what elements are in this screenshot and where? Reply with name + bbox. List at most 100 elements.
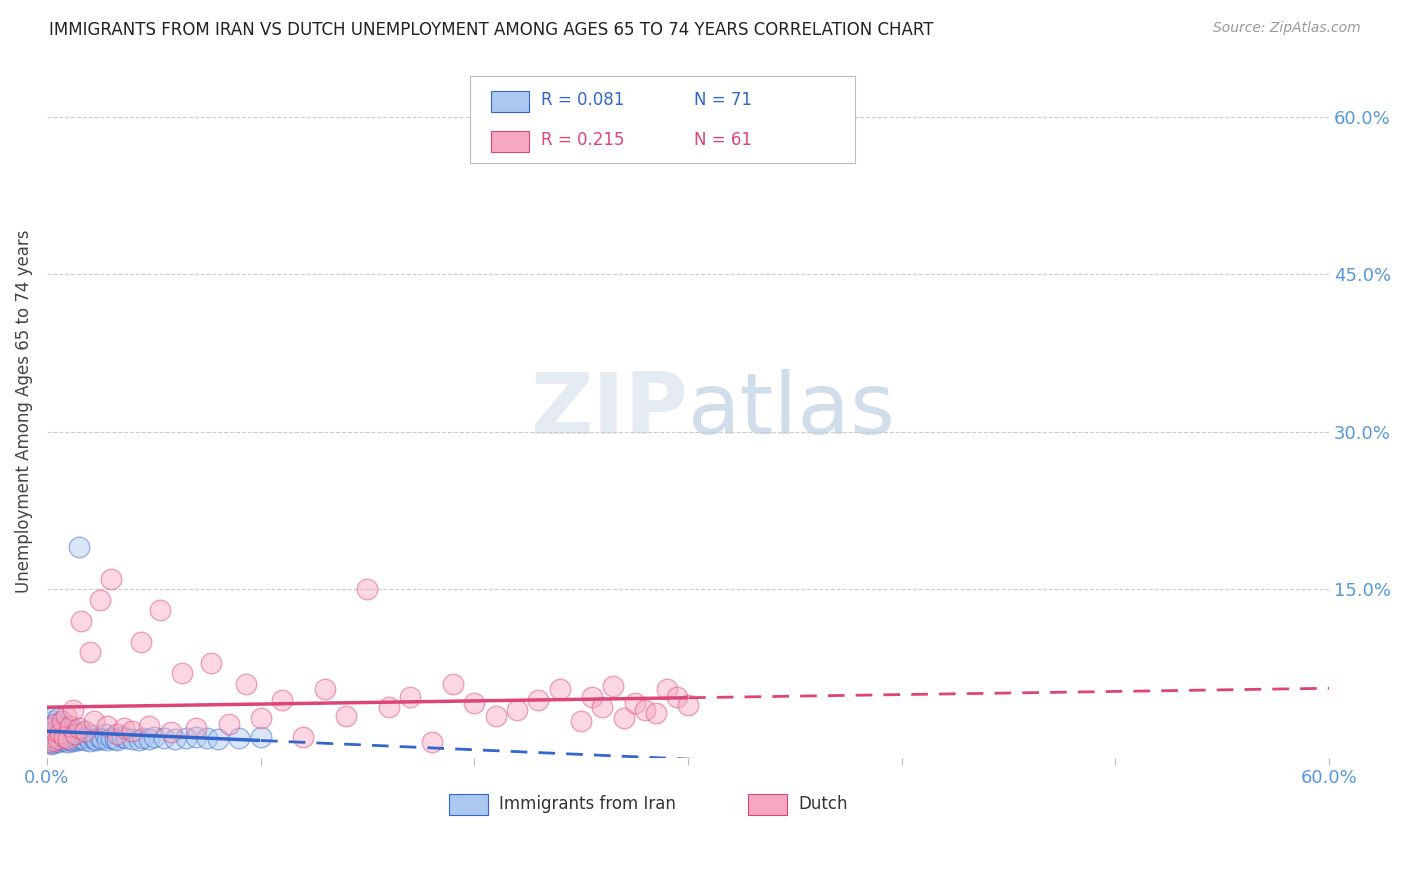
Point bbox=[592, 700, 614, 714]
Point bbox=[79, 733, 101, 747]
Point bbox=[613, 711, 636, 725]
Text: N = 71: N = 71 bbox=[695, 91, 752, 110]
Point bbox=[48, 725, 70, 739]
Point bbox=[63, 731, 86, 746]
Point bbox=[39, 737, 62, 751]
Point bbox=[485, 708, 508, 723]
Point bbox=[112, 721, 135, 735]
Point bbox=[59, 732, 82, 747]
Point bbox=[569, 714, 592, 728]
Point bbox=[506, 703, 529, 717]
Point bbox=[249, 730, 271, 744]
Point bbox=[96, 732, 118, 747]
Point bbox=[149, 603, 172, 617]
Point bbox=[53, 730, 76, 744]
Point bbox=[83, 731, 105, 746]
Point bbox=[75, 724, 97, 739]
Point bbox=[581, 690, 603, 704]
Point bbox=[153, 731, 176, 745]
Point bbox=[527, 692, 550, 706]
Point bbox=[100, 731, 122, 745]
Point bbox=[62, 733, 84, 747]
Point bbox=[58, 721, 80, 735]
Point bbox=[67, 721, 90, 735]
Point bbox=[441, 677, 464, 691]
Point bbox=[138, 719, 160, 733]
Point bbox=[89, 593, 111, 607]
Point bbox=[121, 724, 143, 739]
Point bbox=[80, 729, 103, 743]
Text: atlas: atlas bbox=[688, 369, 896, 452]
Point bbox=[602, 679, 624, 693]
Point bbox=[186, 730, 208, 744]
Point bbox=[63, 727, 86, 741]
Point bbox=[51, 732, 73, 747]
Point bbox=[655, 682, 678, 697]
Point bbox=[165, 731, 187, 746]
Point bbox=[463, 696, 485, 710]
Point bbox=[42, 721, 65, 735]
FancyBboxPatch shape bbox=[748, 794, 787, 815]
FancyBboxPatch shape bbox=[491, 91, 529, 112]
Text: Immigrants from Iran: Immigrants from Iran bbox=[499, 795, 676, 813]
Point bbox=[58, 730, 80, 744]
Point bbox=[51, 714, 73, 728]
Point bbox=[128, 732, 150, 747]
Point bbox=[46, 731, 69, 746]
Text: N = 61: N = 61 bbox=[695, 131, 752, 149]
Point bbox=[44, 726, 66, 740]
Point bbox=[644, 706, 666, 721]
Point bbox=[66, 732, 89, 747]
Text: R = 0.215: R = 0.215 bbox=[540, 131, 624, 149]
Point bbox=[84, 732, 107, 747]
Point bbox=[55, 726, 77, 740]
Point bbox=[53, 724, 76, 739]
Point bbox=[634, 703, 657, 717]
Point bbox=[292, 730, 315, 744]
Point bbox=[142, 730, 165, 744]
Point bbox=[38, 727, 60, 741]
Point bbox=[55, 708, 77, 723]
Point bbox=[79, 645, 101, 659]
Point bbox=[170, 666, 193, 681]
Point bbox=[67, 731, 90, 745]
Point bbox=[55, 731, 77, 746]
Point bbox=[58, 731, 80, 746]
Point bbox=[42, 736, 65, 750]
Point bbox=[44, 708, 66, 723]
Text: IMMIGRANTS FROM IRAN VS DUTCH UNEMPLOYMENT AMONG AGES 65 TO 74 YEARS CORRELATION: IMMIGRANTS FROM IRAN VS DUTCH UNEMPLOYME… bbox=[49, 21, 934, 39]
Text: Source: ZipAtlas.com: Source: ZipAtlas.com bbox=[1213, 21, 1361, 36]
Point bbox=[62, 703, 84, 717]
Point bbox=[53, 733, 76, 747]
FancyBboxPatch shape bbox=[491, 131, 529, 152]
Point bbox=[46, 729, 69, 743]
Point bbox=[399, 690, 422, 704]
Point bbox=[44, 733, 66, 747]
Point bbox=[314, 682, 336, 697]
Point bbox=[42, 730, 65, 744]
Point bbox=[48, 726, 70, 740]
Point bbox=[121, 731, 143, 746]
Point bbox=[51, 722, 73, 736]
Point bbox=[91, 731, 114, 746]
Point bbox=[46, 723, 69, 738]
Point bbox=[59, 719, 82, 733]
Point bbox=[62, 729, 84, 743]
Point bbox=[42, 733, 65, 747]
Point bbox=[107, 732, 129, 747]
Point bbox=[271, 692, 294, 706]
Point bbox=[129, 635, 152, 649]
Point bbox=[218, 717, 240, 731]
FancyBboxPatch shape bbox=[450, 794, 488, 815]
Point bbox=[235, 677, 257, 691]
Point bbox=[59, 727, 82, 741]
Point bbox=[38, 735, 60, 749]
Point bbox=[100, 572, 122, 586]
Point bbox=[93, 727, 115, 741]
Point bbox=[38, 735, 60, 749]
Point bbox=[42, 732, 65, 747]
Point bbox=[83, 714, 105, 728]
Point bbox=[676, 698, 699, 712]
Point bbox=[356, 582, 378, 597]
Point bbox=[58, 735, 80, 749]
